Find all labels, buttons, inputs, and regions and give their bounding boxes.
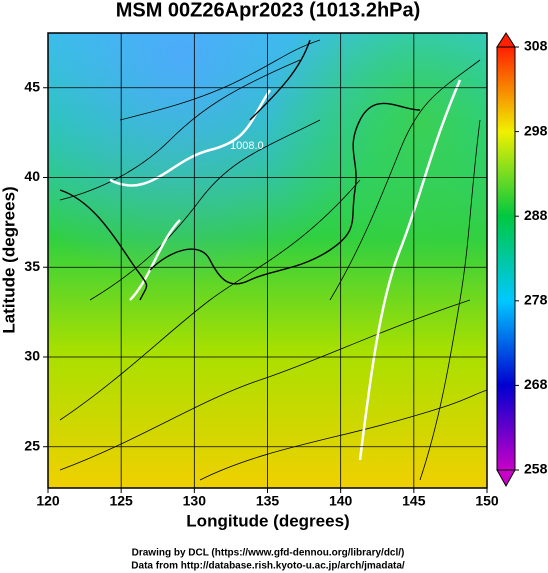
credit: Drawing by DCL (https://www.gfd-dennou.o… <box>132 548 405 559</box>
colorbar-tick-label: 308 <box>524 38 548 54</box>
x-tick-label: 140 <box>329 493 353 509</box>
x-tick-label: 145 <box>402 493 426 509</box>
x-axis-label: Longitude (degrees) <box>186 511 349 530</box>
y-tick-label: 35 <box>24 258 40 274</box>
y-tick-label: 25 <box>24 437 40 453</box>
y-axis-label: Latitude (degrees) <box>0 186 18 333</box>
colorbar-tick-label: 298 <box>524 122 548 138</box>
y-tick-label: 45 <box>24 78 40 94</box>
credit: Data from http://database.rish.kyoto-u.a… <box>131 561 405 572</box>
x-tick-label: 130 <box>183 493 207 509</box>
streamlines <box>59 39 487 481</box>
colorbar-extend <box>496 469 516 488</box>
y-tick-label: 40 <box>24 168 40 184</box>
colorbar-bar <box>496 46 516 471</box>
x-tick-label: 125 <box>109 493 133 509</box>
x-tick-label: 120 <box>36 493 60 509</box>
y-tick-label: 30 <box>24 348 40 364</box>
colorbar-extend <box>496 32 516 48</box>
colorbar-tick-label: 288 <box>524 207 548 223</box>
x-tick-label: 135 <box>256 493 280 509</box>
contour-label: 1008.0 <box>230 140 264 152</box>
colorbar-tick-label: 258 <box>524 461 548 477</box>
coastline <box>59 39 421 301</box>
colorbar-tick-label: 278 <box>524 292 548 308</box>
chart-title: MSM 00Z26Apr2023 (1013.2hPa) <box>116 0 421 21</box>
colorbar <box>496 32 516 488</box>
x-tick-label: 150 <box>475 493 499 509</box>
isobars <box>109 79 462 461</box>
colorbar-tick-label: 268 <box>524 376 548 392</box>
